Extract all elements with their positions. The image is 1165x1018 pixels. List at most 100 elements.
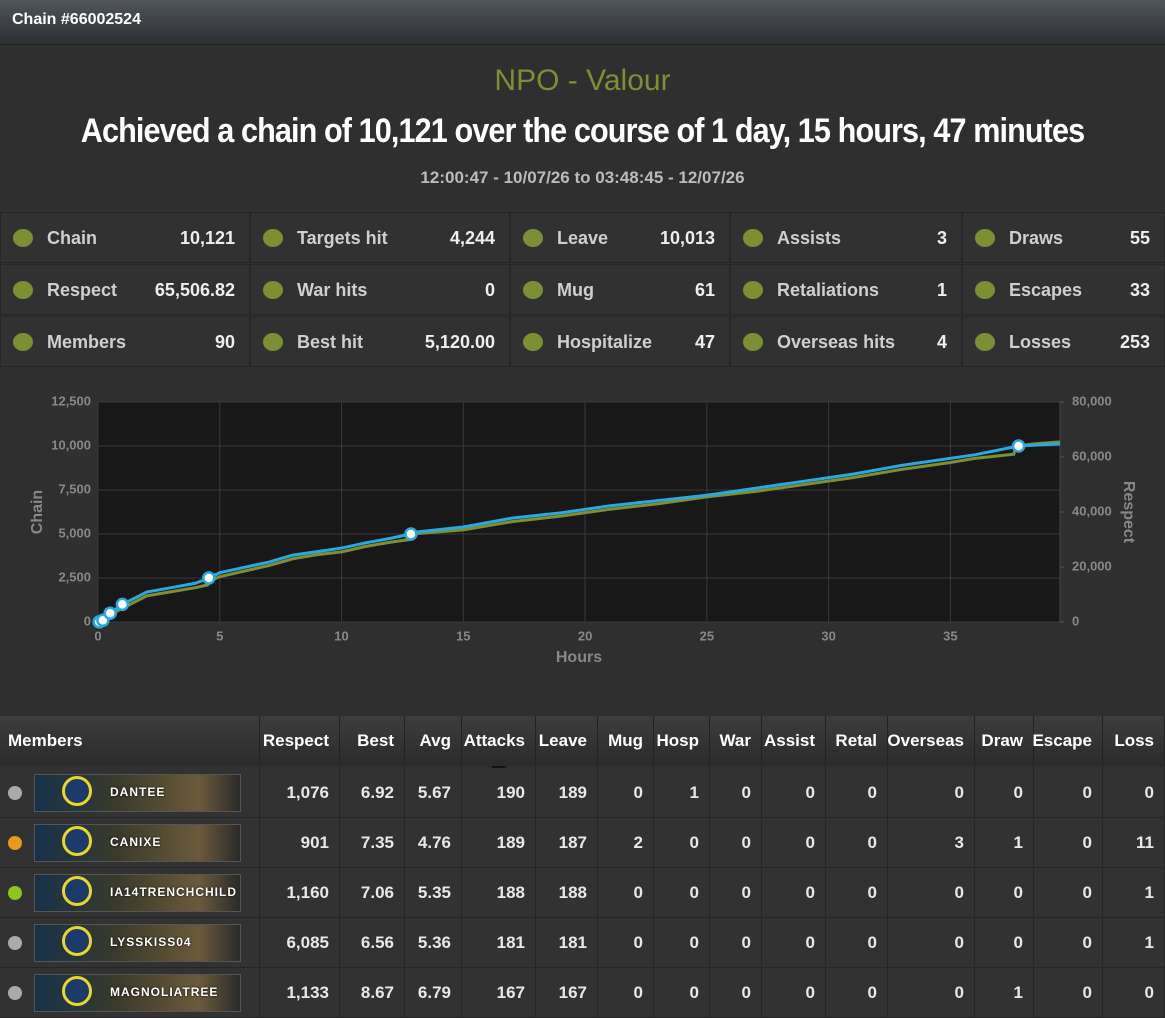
cell-value: 0 bbox=[633, 933, 643, 952]
column-header[interactable]: Loss bbox=[1103, 716, 1165, 766]
column-header-label: Retal bbox=[835, 731, 877, 750]
table-cell: DANTEE bbox=[0, 768, 260, 818]
member-name: DANTEE bbox=[110, 785, 166, 799]
table-cell: 167 bbox=[536, 968, 598, 1018]
table-cell: 0 bbox=[1034, 768, 1103, 818]
column-header[interactable]: Attacks bbox=[462, 716, 536, 766]
table-cell: 0 bbox=[710, 818, 762, 868]
column-header[interactable]: Retal bbox=[826, 716, 888, 766]
cell-value: 0 bbox=[1082, 883, 1092, 902]
table-cell: 4.76 bbox=[405, 818, 462, 868]
table-cell: 5.67 bbox=[405, 768, 462, 818]
stat-label: Best hit bbox=[297, 332, 364, 352]
cell-value: 0 bbox=[867, 783, 877, 802]
cell-value: 0 bbox=[741, 983, 751, 1002]
table-cell: 0 bbox=[762, 918, 826, 968]
cell-value: 0 bbox=[741, 933, 751, 952]
table-cell: 0 bbox=[1034, 918, 1103, 968]
column-header[interactable]: Best bbox=[340, 716, 405, 766]
faction-name[interactable]: NPO - Valour bbox=[494, 64, 671, 97]
stat-label: Chain bbox=[47, 228, 98, 248]
column-header[interactable]: Escape bbox=[1032, 716, 1103, 766]
column-header-label: Members bbox=[8, 731, 83, 750]
column-header[interactable]: Hosp bbox=[654, 716, 710, 766]
x-tick-label: 25 bbox=[700, 628, 714, 643]
cell-value: 188 bbox=[558, 883, 587, 902]
column-header[interactable]: Assist bbox=[762, 716, 826, 766]
faction-heart bbox=[62, 826, 92, 856]
table-cell: 0 bbox=[598, 968, 654, 1018]
member-name: MAGNOLIATREE bbox=[110, 985, 219, 999]
cell-value: 0 bbox=[741, 833, 751, 852]
column-header[interactable]: Mug bbox=[598, 716, 654, 766]
y2-tick-label: 40,000 bbox=[1072, 503, 1112, 518]
table-cell: 8.67 bbox=[340, 968, 405, 1018]
table-cell: 1 bbox=[975, 968, 1034, 1018]
stat-cell: Hospitalize 47 bbox=[510, 316, 730, 367]
headline: Achieved a chain of 10,121 over the cour… bbox=[80, 112, 1085, 150]
stat-value: 10,013 bbox=[659, 228, 715, 248]
cell-value: 0 bbox=[805, 983, 815, 1002]
cell-value: 0 bbox=[1082, 833, 1092, 852]
table-cell: 1 bbox=[1103, 868, 1165, 918]
column-header[interactable]: War bbox=[710, 716, 762, 766]
column-header[interactable]: Overseas bbox=[887, 716, 975, 766]
cell-value: 189 bbox=[558, 783, 587, 802]
cell-value: 8.67 bbox=[360, 983, 394, 1002]
y-tick-label: 12,500 bbox=[51, 393, 91, 408]
stat-label: Mug bbox=[557, 280, 594, 300]
column-header-label: Leave bbox=[538, 731, 587, 750]
column-header-label: Hosp bbox=[656, 731, 700, 750]
table-cell: 188 bbox=[462, 868, 536, 918]
cell-value: 1,133 bbox=[286, 983, 329, 1002]
column-header[interactable]: Draw bbox=[975, 716, 1034, 766]
status-icon bbox=[8, 836, 22, 850]
column-header[interactable]: Members bbox=[0, 716, 260, 766]
stat-value: 1 bbox=[936, 280, 947, 300]
table-cell: 0 bbox=[1103, 968, 1165, 1018]
table-cell: 0 bbox=[1034, 818, 1103, 868]
table-cell: 0 bbox=[888, 868, 975, 918]
faction-heart bbox=[62, 926, 92, 956]
table-cell: 0 bbox=[654, 968, 710, 1018]
table-cell: 0 bbox=[888, 968, 975, 1018]
stat-label: Assists bbox=[777, 228, 842, 248]
cell-value: 0 bbox=[1082, 783, 1092, 802]
status-icon bbox=[8, 986, 22, 1000]
column-header[interactable]: Avg bbox=[405, 716, 462, 766]
cell-value: 0 bbox=[1013, 883, 1023, 902]
x-tick-label: 15 bbox=[456, 628, 470, 643]
stat-cell: Members 90 bbox=[0, 316, 250, 367]
stat-cell: Draws 55 bbox=[962, 212, 1165, 263]
cell-value: 0 bbox=[1144, 983, 1154, 1002]
table-cell: 1,133 bbox=[260, 968, 340, 1018]
cell-value: 0 bbox=[805, 833, 815, 852]
cell-value: 0 bbox=[689, 933, 699, 952]
stat-value: 33 bbox=[1129, 280, 1150, 300]
stat-value: 4,244 bbox=[449, 228, 495, 248]
cell-value: 0 bbox=[954, 933, 964, 952]
stat-icon bbox=[13, 281, 33, 299]
table-cell: 0 bbox=[762, 868, 826, 918]
table-cell: 0 bbox=[762, 768, 826, 818]
table-cell: 0 bbox=[654, 868, 710, 918]
stat-cell: Chain 10,121 bbox=[0, 212, 250, 263]
table-cell: 0 bbox=[598, 768, 654, 818]
stat-cell: Leave 10,013 bbox=[510, 212, 730, 263]
cell-value: 0 bbox=[689, 983, 699, 1002]
table-cell: 0 bbox=[826, 918, 888, 968]
column-header[interactable]: Respect bbox=[260, 716, 340, 766]
cell-value: 1 bbox=[1144, 933, 1154, 952]
status-icon bbox=[8, 936, 22, 950]
cell-value: 0 bbox=[689, 883, 699, 902]
table-cell: IA14TRENCHCHILD bbox=[0, 868, 260, 918]
stat-value: 4 bbox=[936, 332, 947, 352]
milestone-marker bbox=[1011, 439, 1026, 453]
table-cell: 0 bbox=[1103, 768, 1165, 818]
cell-value: 6.92 bbox=[360, 783, 394, 802]
table-cell: LYSSKISS04 bbox=[0, 918, 260, 968]
cell-value: 7.35 bbox=[360, 833, 394, 852]
cell-value: 0 bbox=[867, 883, 877, 902]
table-cell: 5.36 bbox=[405, 918, 462, 968]
column-header[interactable]: Leave bbox=[536, 716, 598, 766]
